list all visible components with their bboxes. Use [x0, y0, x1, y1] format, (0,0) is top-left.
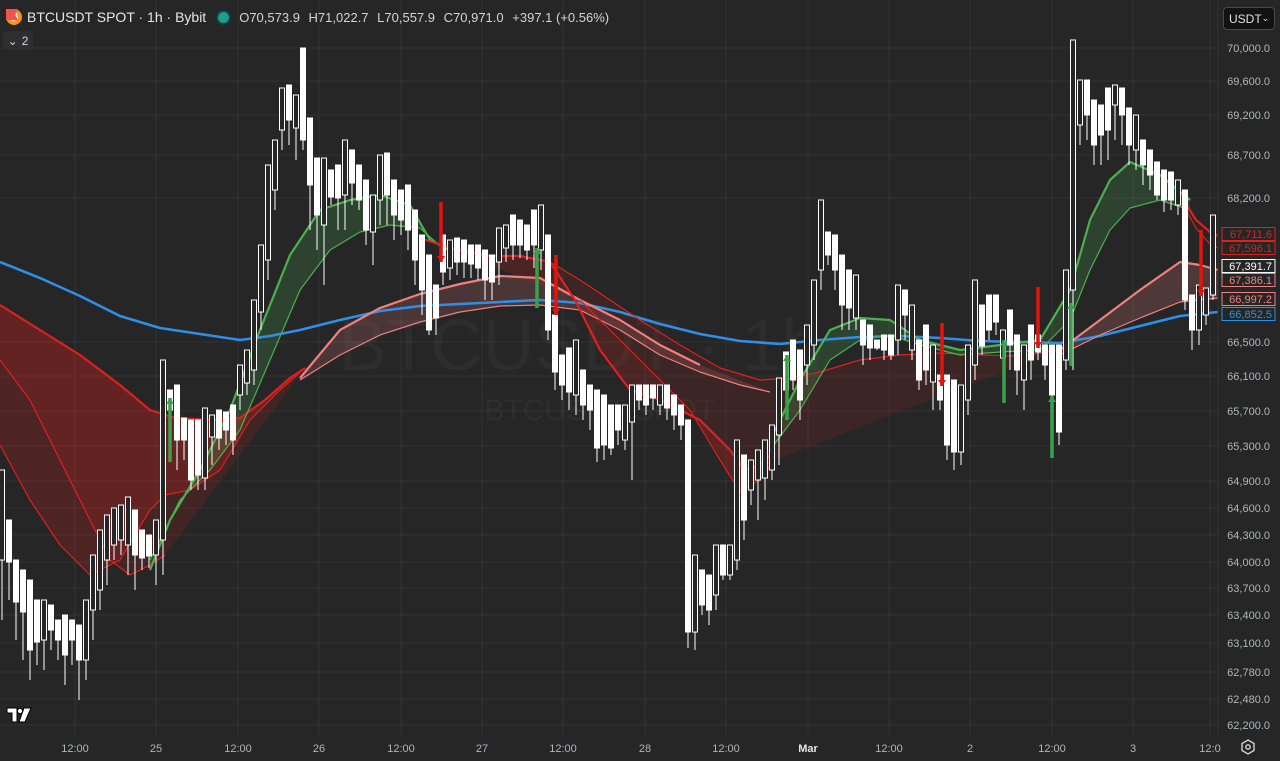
svg-text:3: 3 — [1130, 743, 1136, 755]
svg-text:63,400.0: 63,400.0 — [1227, 610, 1270, 622]
price-axis-bg — [1218, 0, 1280, 735]
svg-text:64,300.0: 64,300.0 — [1227, 530, 1270, 542]
svg-text:12:00: 12:00 — [875, 743, 903, 755]
svg-text:63,100.0: 63,100.0 — [1227, 638, 1270, 650]
svg-text:68,200.0: 68,200.0 — [1227, 193, 1270, 205]
svg-text:12:00: 12:00 — [224, 743, 252, 755]
svg-text:65,300.0: 65,300.0 — [1227, 441, 1270, 453]
price-axis[interactable]: 70,000.0 69,600.0 69,200.0 68,700.0 68,200.0… — [1227, 43, 1270, 732]
signal-arrows — [166, 202, 1205, 462]
indicator-count: 2 — [21, 33, 29, 48]
svg-text:12:00: 12:00 — [549, 743, 577, 755]
svg-text:68,700.0: 68,700.0 — [1227, 150, 1270, 162]
time-axis[interactable]: 12:00 25 12:00 26 12:00 27 12:00 28 12:00 Mar 12:0… — [61, 743, 1220, 755]
svg-text:70,000.0: 70,000.0 — [1227, 43, 1270, 55]
svg-text:69,600.0: 69,600.0 — [1227, 76, 1270, 88]
change-value: +397.1 (+0.56%) — [512, 9, 610, 25]
svg-text:64,600.0: 64,600.0 — [1227, 503, 1270, 515]
svg-text:25: 25 — [150, 743, 162, 755]
open-value: O70,573.9 — [239, 9, 300, 25]
symbol-title[interactable]: BTCUSDT SPOT · 1h · Bybit — [27, 9, 207, 25]
svg-text:66,100.0: 66,100.0 — [1227, 371, 1270, 383]
svg-text:64,000.0: 64,000.0 — [1227, 557, 1270, 569]
indicator-band-fills — [0, 162, 1218, 575]
svg-text:28: 28 — [639, 743, 651, 755]
svg-text:62,200.0: 62,200.0 — [1227, 720, 1270, 732]
settings-gear-icon[interactable] — [1240, 739, 1256, 755]
svg-text:12:00: 12:00 — [387, 743, 415, 755]
svg-text:67,386.1: 67,386.1 — [1229, 275, 1272, 287]
svg-text:67,711.6: 67,711.6 — [1230, 229, 1272, 241]
svg-text:12:00: 12:00 — [1038, 743, 1066, 755]
svg-text:66,852.5: 66,852.5 — [1229, 309, 1272, 321]
tradingview-logo-icon — [6, 707, 32, 723]
svg-text:2: 2 — [967, 743, 973, 755]
currency-value: USDT — [1229, 11, 1262, 26]
low-value: L70,557.9 — [377, 9, 436, 25]
price-labels: 67,711.6 67,596.1 67,391.7 67,386.1 66,997.2… — [1221, 227, 1276, 321]
chevron-down-icon: ⌄ — [1261, 13, 1270, 23]
svg-text:Mar: Mar — [798, 743, 818, 755]
svg-text:67,596.1: 67,596.1 — [1229, 243, 1272, 255]
close-value: C70,971.0 — [443, 9, 504, 25]
currency-selector[interactable]: USDT ⌄ — [1223, 7, 1275, 30]
flag-icon[interactable] — [6, 9, 18, 20]
svg-text:12:00: 12:00 — [61, 743, 89, 755]
ohlc-values: O70,573.9 H71,022.7 L70,557.9 C70,971.0 … — [239, 10, 614, 25]
chart-legend: ₿ BTCUSDT SPOT · 1h · Bybit O70,573.9 H7… — [6, 9, 614, 25]
svg-text:67,391.7: 67,391.7 — [1229, 261, 1272, 273]
svg-text:12:0: 12:0 — [1199, 743, 1220, 755]
chevron-down-icon: ⌄ — [7, 33, 18, 48]
svg-text:66,997.2: 66,997.2 — [1229, 294, 1272, 306]
svg-text:66,500.0: 66,500.0 — [1227, 337, 1270, 349]
svg-text:64,900.0: 64,900.0 — [1227, 476, 1270, 488]
svg-text:12:00: 12:00 — [712, 743, 740, 755]
svg-text:62,480.0: 62,480.0 — [1227, 694, 1270, 706]
high-value: H71,022.7 — [308, 9, 369, 25]
svg-text:26: 26 — [313, 743, 325, 755]
collapse-indicators-button[interactable]: ⌄ 2 — [3, 31, 33, 50]
market-status-dot-icon — [218, 11, 230, 23]
svg-text:27: 27 — [476, 743, 488, 755]
svg-text:69,200.0: 69,200.0 — [1227, 110, 1270, 122]
svg-text:62,780.0: 62,780.0 — [1227, 667, 1270, 679]
svg-text:65,700.0: 65,700.0 — [1227, 406, 1270, 418]
svg-text:63,700.0: 63,700.0 — [1227, 583, 1270, 595]
grid-lines — [0, 0, 1218, 735]
